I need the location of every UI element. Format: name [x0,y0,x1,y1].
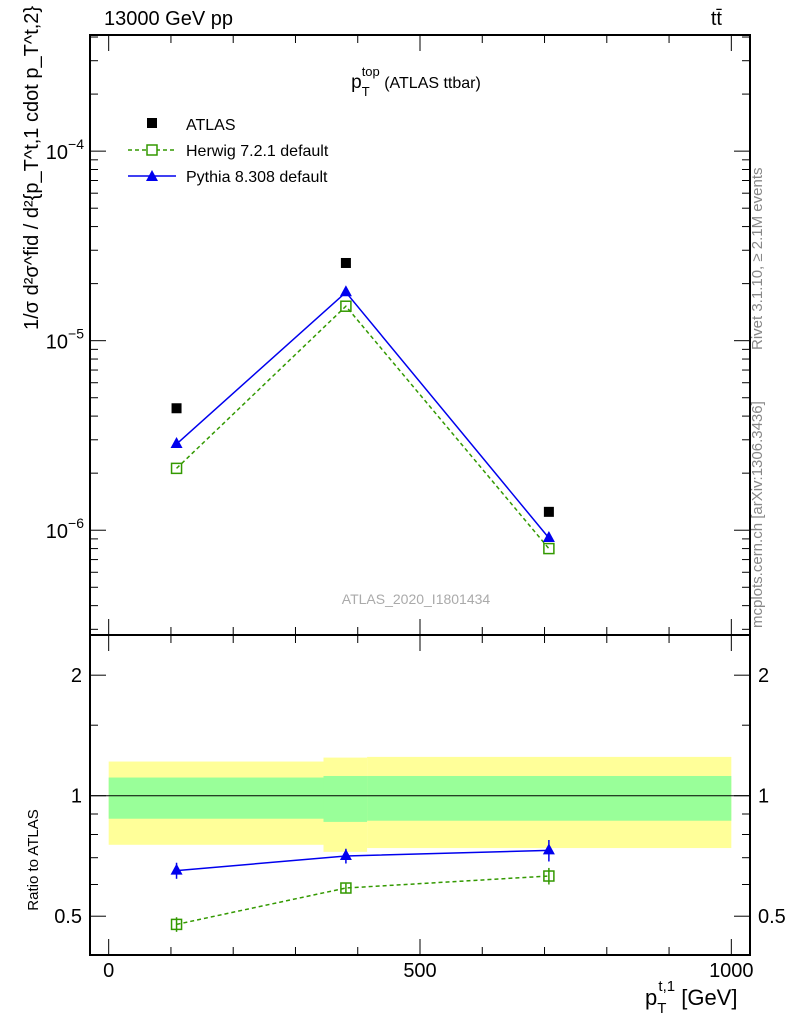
pythia-ratio-point [339,848,352,860]
legend-herwig-label: Herwig 7.2.1 default [186,143,329,160]
herwig-ratio-point [170,918,183,931]
herwig-line [176,305,550,550]
y-tick-label: 10−4 [46,136,84,164]
pythia-point [542,530,555,542]
main-ylabel: 1/σ d²σ^fid / d²{p_T^t,1 cdot p_T^t,2} [… [21,0,43,330]
herwig-ratio-line [176,875,549,926]
plot-title: pTtop (ATLAS ttbar) [351,64,481,99]
ratio-y-tick-label-right: 0.5 [758,906,786,928]
ratio-y-tick-label: 2 [71,665,82,687]
x-axis-label: pTt,1 [GeV] [645,978,737,1017]
ratio-ylabel: Ratio to ATLAS [25,809,42,910]
uncertainty-band-1sigma [108,777,324,819]
analysis-watermark: ATLAS_2020_I1801434 [342,591,491,607]
rivet-version: Rivet 3.1.10, ≥ 2.1M events [749,168,766,351]
uncertainty-band-1sigma [367,775,732,821]
legend-herwig-marker [146,144,158,156]
pythia-ratio-line [176,849,549,872]
ratio-y-tick-label-right: 1 [758,786,769,808]
herwig-point [170,462,183,475]
pythia-point [170,437,183,449]
ratio-y-tick-label-right: 2 [758,665,769,687]
x-tick-label: 0 [103,960,114,982]
pythia-point [339,285,352,297]
ratio-y-tick-label: 1 [71,786,82,808]
legend-pythia-label: Pythia 8.308 default [186,169,328,186]
y-tick-label: 10−5 [46,326,84,354]
herwig-point [340,300,352,312]
uncertainty-band-1sigma [323,775,368,822]
ratio-y-tick-label: 0.5 [54,906,82,928]
x-tick-label: 500 [403,960,436,982]
header-energy: 13000 GeV pp [104,8,233,30]
y-tick-label: 10−6 [46,515,84,543]
pythia-ratio-point [170,863,183,875]
x-tick-label: 1000 [709,960,754,982]
atlas-point [340,257,351,268]
mcplots-credit: mcplots.cern.ch [arXiv:1306.3436] [749,401,766,628]
legend-atlas-marker [147,118,157,128]
plot-layer: 0 500 1000 10−4 10−5 10−6 0.5 0.5 1 1 2 2 [46,34,786,982]
atlas-point [543,506,554,517]
legend-atlas-label: ATLAS [186,117,236,134]
herwig-ratio-point [340,882,352,894]
herwig-ratio-point [543,870,555,882]
legend: ATLAS Herwig 7.2.1 default Pythia 8.308 … [128,117,329,186]
legend-pythia-marker [146,170,158,181]
herwig-point [543,542,555,555]
header-process: tt̄ [711,8,723,30]
atlas-point [171,403,182,414]
pythia-ratio-point [542,843,555,855]
